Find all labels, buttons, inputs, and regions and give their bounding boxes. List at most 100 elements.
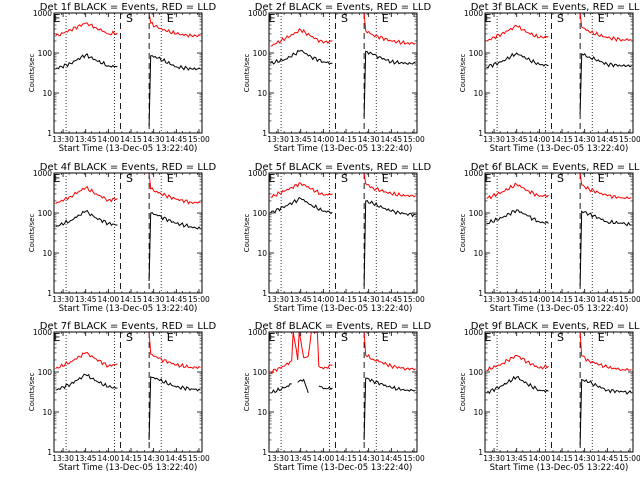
- panel-title: Det 6f BLACK = Events, RED = LLD: [471, 162, 640, 173]
- y-tick-label: 100: [469, 368, 484, 377]
- y-tick-label: 10: [257, 89, 267, 98]
- x-tick-label: 14:15: [120, 295, 142, 304]
- x-tick-label: 13:45: [75, 135, 97, 144]
- s-marker: S: [341, 12, 348, 25]
- y-tick-label: 10: [473, 89, 483, 98]
- y-tick-label: 1: [262, 448, 267, 457]
- x-tick-label: 14:45: [597, 135, 619, 144]
- y-tick-label: 10: [42, 89, 52, 98]
- panel-title: Det 9f BLACK = Events, RED = LLD: [471, 321, 640, 332]
- events-series-line: [55, 53, 201, 127]
- e_end-marker: E: [167, 12, 174, 25]
- y-tick-label: 100: [38, 209, 53, 218]
- events-series-line: [270, 49, 416, 118]
- panel-5: Det 5f BLACK = Events, RED = LLD 13:30 13:…: [243, 162, 431, 314]
- x-axis-label: Start Time (13-Dec-05 13:22:40): [490, 463, 629, 473]
- panel-2: Det 2f BLACK = Events, RED = LLD 13:30 13:…: [243, 2, 431, 154]
- plot-frame: [484, 12, 634, 134]
- y-tick-label: 1: [262, 129, 267, 138]
- y-tick-label: 1: [47, 129, 52, 138]
- panel-6: Det 6f BLACK = Events, RED = LLD 13:30 13:…: [459, 162, 640, 314]
- x-tick-label: 13:30: [52, 135, 74, 144]
- e_end-marker: E: [382, 172, 389, 185]
- y-tick-label: 1000: [33, 9, 52, 18]
- plot-frame: [53, 331, 203, 453]
- y-tick-label: 100: [469, 49, 484, 58]
- y-tick-label: 10: [42, 249, 52, 258]
- x-tick-label: 14:30: [574, 454, 596, 463]
- y-tick-label: 1: [478, 129, 483, 138]
- y-tick-label: 1: [478, 289, 483, 298]
- y-axis-label: Counts/sec: [28, 54, 36, 93]
- x-tick-label: 14:15: [551, 295, 573, 304]
- y-tick-label: 1000: [464, 169, 483, 178]
- x-tick-label: 14:15: [335, 135, 357, 144]
- y-axis-label: Counts/sec: [459, 373, 467, 412]
- x-tick-label: 14:45: [381, 454, 403, 463]
- y-tick-label: 100: [253, 49, 268, 58]
- x-axis-label: Start Time (13-Dec-05 13:22:40): [59, 304, 198, 314]
- lld-series-line: [486, 12, 632, 42]
- y-tick-label: 1000: [464, 9, 483, 18]
- x-tick-label: 14:15: [551, 135, 573, 144]
- lld-series-line: [55, 331, 201, 370]
- plot-frame: [53, 12, 203, 134]
- lld-series-line: [55, 12, 201, 38]
- panel-title: Det 3f BLACK = Events, RED = LLD: [471, 2, 640, 13]
- events-series-line: [486, 375, 632, 446]
- x-tick-label: 14:30: [143, 295, 165, 304]
- y-tick-label: 1000: [33, 328, 52, 337]
- y-tick-label: 10: [257, 249, 267, 258]
- x-axis-label: Start Time (13-Dec-05 13:22:40): [274, 144, 413, 154]
- plot-frame: [484, 172, 634, 294]
- x-tick-label: 14:00: [98, 454, 120, 463]
- s-marker: S: [126, 172, 133, 185]
- y-tick-label: 100: [38, 49, 53, 58]
- y-tick-label: 100: [253, 368, 268, 377]
- s-marker: S: [126, 12, 133, 25]
- panel-3: Det 3f BLACK = Events, RED = LLD 13:30 13:…: [459, 2, 640, 154]
- y-tick-label: 100: [253, 209, 268, 218]
- e_start-marker: E: [269, 12, 276, 25]
- y-axis-label: Counts/sec: [243, 54, 251, 93]
- lld-series-line: [270, 12, 416, 47]
- x-tick-label: 14:30: [143, 454, 165, 463]
- y-tick-label: 10: [473, 249, 483, 258]
- x-axis-label: Start Time (13-Dec-05 13:22:40): [490, 144, 629, 154]
- x-tick-label: 13:30: [267, 135, 289, 144]
- e_start-marker: E: [54, 12, 61, 25]
- y-tick-label: 1: [478, 448, 483, 457]
- x-tick-label: 13:30: [483, 295, 505, 304]
- y-tick-label: 1: [47, 448, 52, 457]
- x-tick-label: 14:00: [313, 454, 335, 463]
- panel-title: Det 5f BLACK = Events, RED = LLD: [255, 162, 432, 173]
- y-tick-label: 10: [42, 408, 52, 417]
- e_start-marker: E: [485, 331, 492, 344]
- panel-9: Det 9f BLACK = Events, RED = LLD 13:30 13:…: [459, 321, 640, 473]
- x-tick-label: 13:45: [506, 454, 528, 463]
- events-series-line: [55, 373, 201, 441]
- x-tick-label: 13:45: [290, 454, 312, 463]
- e_end-marker: E: [598, 331, 605, 344]
- e_start-marker: E: [269, 172, 276, 185]
- x-tick-label: 13:30: [52, 454, 74, 463]
- y-axis-label: Counts/sec: [459, 54, 467, 93]
- y-tick-label: 1000: [248, 328, 267, 337]
- x-tick-label: 13:30: [483, 135, 505, 144]
- events-series-line: [486, 209, 632, 287]
- events-series-line: [486, 52, 632, 114]
- x-tick-label: 15:00: [619, 135, 640, 144]
- x-tick-label: 14:15: [551, 454, 573, 463]
- e_end-marker: E: [167, 172, 174, 185]
- x-tick-label: 14:00: [313, 295, 335, 304]
- y-tick-label: 1: [47, 289, 52, 298]
- y-axis-label: Counts/sec: [28, 373, 36, 412]
- x-tick-label: 14:30: [574, 135, 596, 144]
- x-axis-label: Start Time (13-Dec-05 13:22:40): [59, 463, 198, 473]
- y-tick-label: 10: [257, 408, 267, 417]
- x-tick-label: 14:45: [166, 295, 188, 304]
- s-marker: S: [341, 331, 348, 344]
- x-tick-label: 15:00: [188, 135, 210, 144]
- panel-title: Det 7f BLACK = Events, RED = LLD: [40, 321, 217, 332]
- s-marker: S: [126, 331, 133, 344]
